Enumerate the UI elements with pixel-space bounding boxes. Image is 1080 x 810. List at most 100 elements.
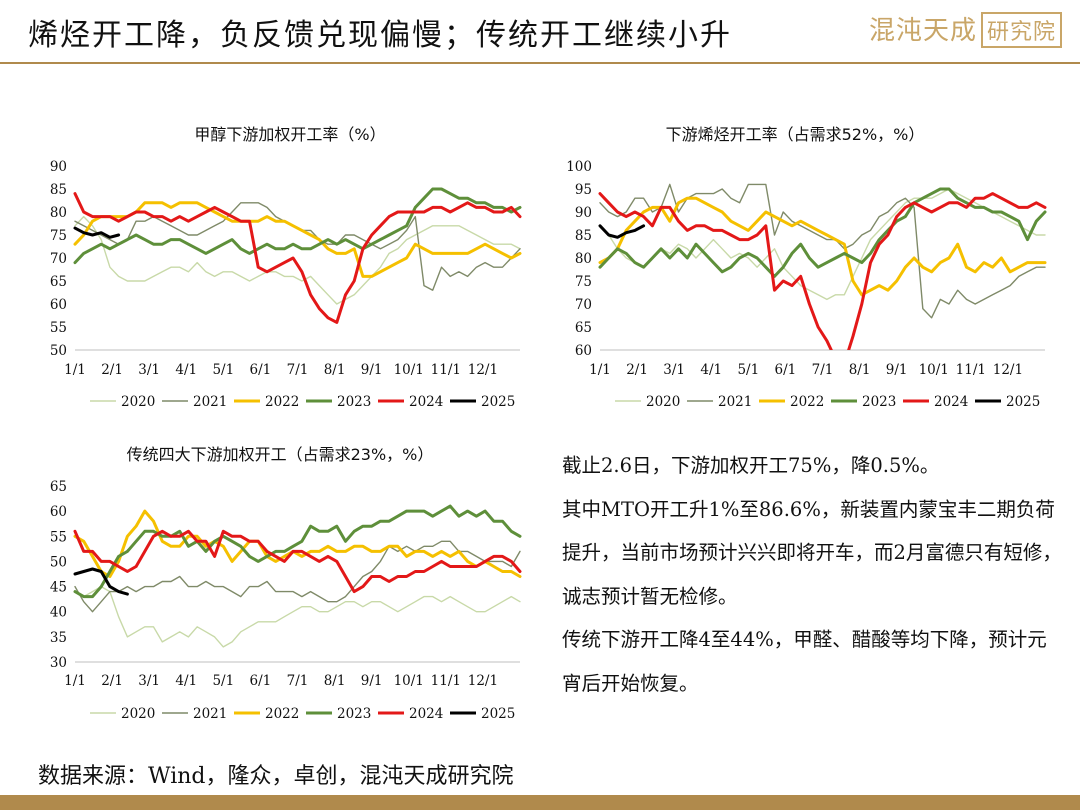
y-tick-label: 55 (50, 529, 67, 545)
x-tick-label: 3/1 (663, 362, 685, 378)
x-tick-label: 3/1 (138, 362, 160, 378)
x-tick-label: 12/1 (993, 362, 1023, 378)
y-tick-label: 45 (50, 580, 67, 596)
x-tick-label: 5/1 (212, 673, 234, 689)
note-summary: 截止2.6日，下游加权开工75%，降0.5%。 (562, 454, 940, 477)
x-tick-label: 4/1 (175, 673, 197, 689)
x-tick-label: 6/1 (250, 673, 272, 689)
x-tick-label: 2/1 (101, 362, 123, 378)
x-tick-label: 2/1 (626, 362, 648, 378)
y-tick-label: 90 (50, 159, 67, 175)
brand-logo: 混沌天成 研究院 (869, 10, 1062, 48)
series-line-2022 (73, 201, 522, 278)
y-tick-label: 70 (50, 251, 67, 267)
legend-label-2021: 2021 (193, 706, 227, 722)
x-tick-label: 1/1 (589, 362, 611, 378)
x-tick-label: 10/1 (394, 362, 424, 378)
y-tick-label: 85 (50, 182, 67, 198)
series-line-2022 (73, 509, 522, 578)
y-tick-label: 60 (50, 504, 67, 520)
y-tick-label: 90 (575, 205, 592, 221)
x-tick-label: 8/1 (324, 673, 346, 689)
legend-label-2022: 2022 (790, 394, 824, 410)
x-tick-label: 10/1 (394, 673, 424, 689)
series-line-2024 (73, 192, 522, 324)
x-tick-label: 11/1 (956, 362, 986, 378)
logo-box-text: 研究院 (980, 12, 1062, 48)
series-line-2020 (74, 215, 521, 305)
x-tick-label: 4/1 (700, 362, 722, 378)
x-tick-label: 7/1 (812, 362, 834, 378)
legend-label-2020: 2020 (646, 394, 680, 410)
y-tick-label: 65 (50, 274, 67, 290)
chart-title: 甲醇下游加权开工率（%） (194, 125, 385, 144)
y-tick-label: 100 (566, 159, 592, 175)
series-line-2023 (73, 504, 522, 599)
x-tick-label: 8/1 (324, 362, 346, 378)
legend-label-2021: 2021 (718, 394, 752, 410)
x-tick-label: 12/1 (468, 673, 498, 689)
y-tick-label: 50 (50, 343, 67, 359)
x-tick-label: 1/1 (64, 673, 86, 689)
data-source: 数据来源：Wind，隆众，卓创，混沌天成研究院 (38, 764, 514, 789)
x-tick-label: 10/1 (919, 362, 949, 378)
legend-label-2024: 2024 (934, 394, 968, 410)
legend-label-2025: 2025 (481, 394, 515, 410)
series-line-2021 (74, 540, 521, 613)
x-tick-label: 11/1 (431, 673, 461, 689)
y-tick-label: 60 (575, 343, 592, 359)
x-tick-label: 5/1 (212, 362, 234, 378)
y-tick-label: 95 (575, 182, 592, 198)
x-tick-label: 9/1 (361, 673, 383, 689)
series-line-2022 (598, 196, 1047, 297)
series-line-2023 (598, 187, 1047, 278)
legend-label-2025: 2025 (481, 706, 515, 722)
series-line-2024 (73, 529, 522, 594)
y-tick-label: 80 (575, 251, 592, 267)
x-tick-label: 6/1 (250, 362, 272, 378)
x-tick-label: 9/1 (886, 362, 908, 378)
legend-label-2022: 2022 (265, 706, 299, 722)
x-tick-label: 5/1 (737, 362, 759, 378)
y-tick-label: 30 (50, 655, 67, 671)
y-tick-label: 80 (50, 205, 67, 221)
series-line-2020 (74, 585, 521, 648)
y-tick-label: 55 (50, 320, 67, 336)
x-tick-label: 1/1 (64, 362, 86, 378)
x-tick-label: 7/1 (287, 673, 309, 689)
logo-text: 混沌天成 (868, 16, 977, 46)
x-tick-label: 11/1 (431, 362, 461, 378)
x-tick-label: 12/1 (468, 362, 498, 378)
legend-label-2025: 2025 (1006, 394, 1040, 410)
y-tick-label: 85 (575, 228, 592, 244)
footer-bar (0, 795, 1080, 810)
y-tick-label: 65 (50, 479, 67, 495)
y-tick-label: 50 (50, 554, 67, 570)
chart-title: 下游烯烃开工率（占需求52%，%） (666, 125, 925, 144)
commentary: 截止2.6日，下游加权开工75%，降0.5%。 其中MTO开工升1%至86.6%… (562, 444, 1062, 705)
legend-label-2020: 2020 (121, 394, 155, 410)
series-line-2020 (599, 188, 1046, 301)
legend-label-2024: 2024 (409, 394, 443, 410)
note-mto: 其中MTO开工升1%至86.6%，新装置内蒙宝丰二期负荷提升，当前市场预计兴兴即… (562, 497, 1062, 608)
x-tick-label: 8/1 (849, 362, 871, 378)
y-tick-label: 35 (50, 630, 67, 646)
x-tick-label: 3/1 (138, 673, 160, 689)
legend-label-2023: 2023 (862, 394, 896, 410)
series-line-2025 (73, 567, 129, 596)
x-tick-label: 9/1 (361, 362, 383, 378)
series-line-2025 (598, 224, 646, 239)
legend-label-2023: 2023 (337, 394, 371, 410)
series-line-2023 (73, 187, 522, 265)
chart-traditional-downstream: 传统四大下游加权开工（占需求23%，%） 65 60 55 50 45 40 35 30 1/1 2… (30, 430, 540, 730)
series-line-2021 (599, 183, 1046, 319)
y-tick-label: 65 (575, 320, 592, 336)
legend-label-2021: 2021 (193, 394, 227, 410)
legend-label-2024: 2024 (409, 706, 443, 722)
page-title: 烯烃开工降，负反馈兑现偏慢；传统开工继续小升 (28, 18, 732, 53)
chart-olefin-downstream: 下游烯烃开工率（占需求52%，%） 100 95 90 85 80 75 70 65 60 1/1 2… (555, 110, 1065, 420)
x-tick-label: 7/1 (287, 362, 309, 378)
legend-label-2023: 2023 (337, 706, 371, 722)
y-tick-label: 75 (575, 274, 592, 290)
y-tick-label: 75 (50, 228, 67, 244)
